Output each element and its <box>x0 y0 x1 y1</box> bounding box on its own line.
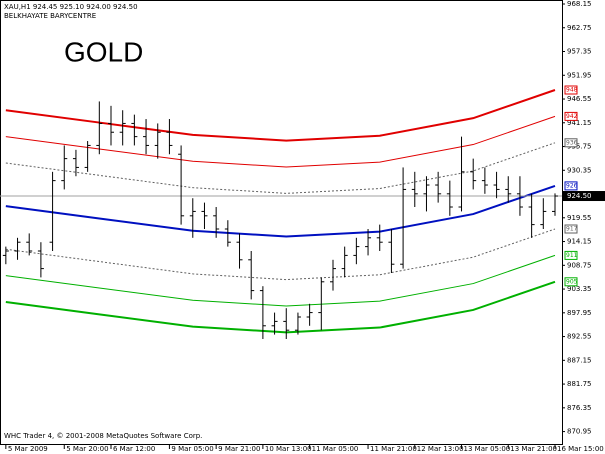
x-tick-label: 13 Mar 05:00 <box>464 445 511 453</box>
band-label: 942 <box>566 113 578 120</box>
x-tick-label: 16 Mar 15:00 <box>557 445 604 453</box>
y-tick-label: 935.75 <box>567 143 592 151</box>
x-tick-label: 6 Mar 12:00 <box>113 445 155 453</box>
x-tick-label: 12 Mar 13:00 <box>417 445 464 453</box>
band-label-box <box>564 111 578 121</box>
y-tick-label: 930.35 <box>567 166 592 174</box>
band-label: 936 <box>566 139 578 146</box>
band-label-box <box>564 277 578 287</box>
band-line <box>5 254 556 307</box>
x-tick-label: 9 Mar 21:00 <box>218 445 260 453</box>
y-tick-label: 892.55 <box>567 333 592 341</box>
y-tick-label: 946.55 <box>567 95 592 103</box>
x-tick-label: 11 Mar 21:00 <box>370 445 417 453</box>
y-tick-label: 914.15 <box>567 238 592 246</box>
band-label-box <box>564 224 578 234</box>
band-label-box <box>564 85 578 95</box>
plot-frame <box>0 0 563 445</box>
band-label: 917 <box>566 226 578 233</box>
band-label: 905 <box>566 278 578 285</box>
y-tick-label: 968.15 <box>567 0 592 8</box>
y-tick-label: 908.75 <box>567 261 592 269</box>
current-price-box <box>563 191 605 202</box>
x-tick-label: 5 Mar 20:00 <box>66 445 108 453</box>
x-tick-label: 13 Mar 21:00 <box>510 445 557 453</box>
y-tick-label: 962.75 <box>567 24 592 32</box>
y-tick-label: 951.95 <box>567 71 592 79</box>
y-tick-label: 876.35 <box>567 404 592 412</box>
band-label-box <box>564 138 578 148</box>
y-tick-label: 881.75 <box>567 380 592 388</box>
y-tick-label: 957.35 <box>567 48 592 56</box>
x-tick-label: 11 Mar 05:00 <box>312 445 359 453</box>
band-label: 926 <box>566 182 578 189</box>
x-tick-label: 5 Mar 2009 <box>8 445 48 453</box>
y-tick-label: 941.15 <box>567 119 592 127</box>
band-label: 948 <box>566 87 578 94</box>
band-label-box <box>564 250 578 260</box>
y-tick-label: 919.55 <box>567 214 592 222</box>
band-line <box>5 184 556 238</box>
x-tick-label: 10 Mar 13:00 <box>265 445 312 453</box>
indicator-name: BELKHAYATE BARYCENTRE <box>4 12 96 20</box>
y-tick-label: 903.35 <box>567 285 592 293</box>
current-price-label: 924.50 <box>567 192 592 200</box>
band-label-box <box>564 181 578 191</box>
x-tick-label: 9 Mar 05:00 <box>171 445 213 453</box>
symbol-line: XAU,H1 924.45 925.10 924.00 924.50 <box>4 3 138 11</box>
chart-title: GOLD <box>64 36 143 67</box>
footer: WHC Trader 4, © 2001-2008 MetaQuotes Sof… <box>4 432 202 440</box>
y-tick-label: 870.95 <box>567 428 592 436</box>
y-tick-label: 887.15 <box>567 356 592 364</box>
y-tick-label: 897.95 <box>567 309 592 317</box>
band-label: 911 <box>566 252 578 259</box>
